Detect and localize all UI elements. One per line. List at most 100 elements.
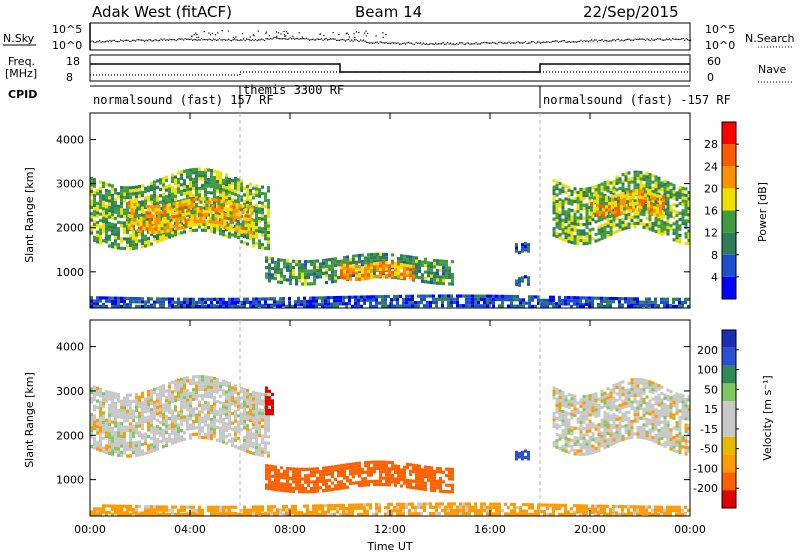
power-cell (201, 300, 204, 305)
nsky-point (130, 40, 132, 42)
velocity-cell (271, 481, 274, 485)
power-cell (123, 237, 126, 241)
velocity-cell (123, 415, 126, 420)
nsky-point (354, 39, 356, 41)
power-cell (123, 299, 126, 304)
power-cell (648, 224, 652, 228)
velocity-cell (174, 418, 177, 422)
power-cell (90, 183, 93, 187)
power-cell (123, 246, 126, 251)
velocity-cell (298, 477, 301, 481)
power-cell (561, 183, 565, 187)
power-cell (328, 267, 331, 271)
freq-series (90, 63, 690, 76)
power-cell (593, 199, 596, 204)
beam-title: Beam 14 (355, 3, 422, 21)
velocity-cell (108, 432, 111, 436)
power-cell (656, 213, 659, 217)
power-cell (666, 181, 670, 185)
velocity-cell (249, 399, 252, 403)
power-cell (127, 214, 131, 218)
power-cell (528, 298, 531, 302)
velocity-cell (252, 394, 255, 398)
power-cell (219, 174, 222, 178)
power-cell (630, 300, 633, 304)
power-cell (232, 228, 236, 232)
power-cell (252, 300, 255, 304)
power-cell (605, 211, 608, 215)
power-cell (111, 187, 114, 191)
power-cell (120, 237, 123, 241)
power-cell (433, 258, 436, 263)
power-cell (376, 274, 379, 278)
velocity-cell (271, 487, 274, 491)
velocity-cell (295, 470, 298, 474)
power-cell (114, 188, 117, 192)
power-cell (597, 187, 601, 191)
velocity-cell (316, 467, 319, 471)
velocity-cell (243, 423, 246, 427)
nsky-point (193, 34, 195, 36)
velocity-cell (138, 443, 141, 447)
nsky-point (420, 42, 422, 44)
power-cell (438, 297, 441, 301)
power-cell (270, 304, 273, 308)
power-cell (650, 205, 653, 209)
power-cell (268, 263, 271, 267)
power-cell (219, 300, 222, 305)
velocity-cell (129, 454, 132, 458)
velocity-cell (376, 482, 379, 487)
velocity-cell (370, 460, 373, 464)
power-cell (549, 295, 552, 299)
velocity-cell (370, 467, 373, 471)
nsky-point (285, 38, 287, 40)
power-cell (247, 230, 251, 234)
power-cell (111, 296, 114, 300)
nsky-point (301, 38, 303, 40)
nsky-point (361, 40, 363, 42)
power-cell (403, 270, 406, 274)
power-cell (612, 186, 616, 190)
power-cell (156, 185, 159, 189)
velocity-cell (274, 475, 277, 479)
power-cell (623, 204, 626, 208)
nsky-point (630, 39, 632, 41)
velocity-cell (237, 395, 240, 399)
power-cell (108, 193, 111, 197)
power-cell (527, 246, 530, 250)
power-cell (681, 196, 685, 200)
velocity-cell (319, 470, 322, 474)
power-cell (660, 184, 664, 188)
power-cell (120, 224, 123, 228)
power-cell (675, 194, 679, 198)
power-cell (579, 222, 583, 227)
power-cell (659, 214, 662, 218)
power-cell (599, 211, 602, 215)
power-cell (132, 300, 135, 304)
power-cell (108, 221, 111, 226)
power-cell (618, 218, 622, 223)
power-cell (337, 276, 340, 280)
nsky-point (681, 38, 683, 40)
power-cell (195, 304, 198, 308)
power-cell (274, 267, 277, 271)
velocity-cell (219, 407, 222, 411)
nsky-point (208, 38, 210, 40)
velocity-cell (231, 402, 234, 406)
power-cell (240, 185, 243, 189)
nsky-point (624, 39, 626, 42)
velocity-cell (177, 413, 180, 418)
nsky-point (552, 40, 554, 43)
power-cell (417, 294, 420, 298)
power-cell (675, 304, 678, 308)
power-cell (421, 263, 424, 267)
nsky-point (459, 42, 461, 44)
nsky-point (223, 38, 225, 41)
power-cell (267, 240, 270, 244)
velocity-cell (433, 476, 436, 480)
power-cell (193, 220, 197, 224)
velocity-cell (225, 403, 228, 407)
power-cell (615, 188, 619, 192)
power-cell (246, 200, 249, 205)
velocity-cell (274, 471, 277, 476)
